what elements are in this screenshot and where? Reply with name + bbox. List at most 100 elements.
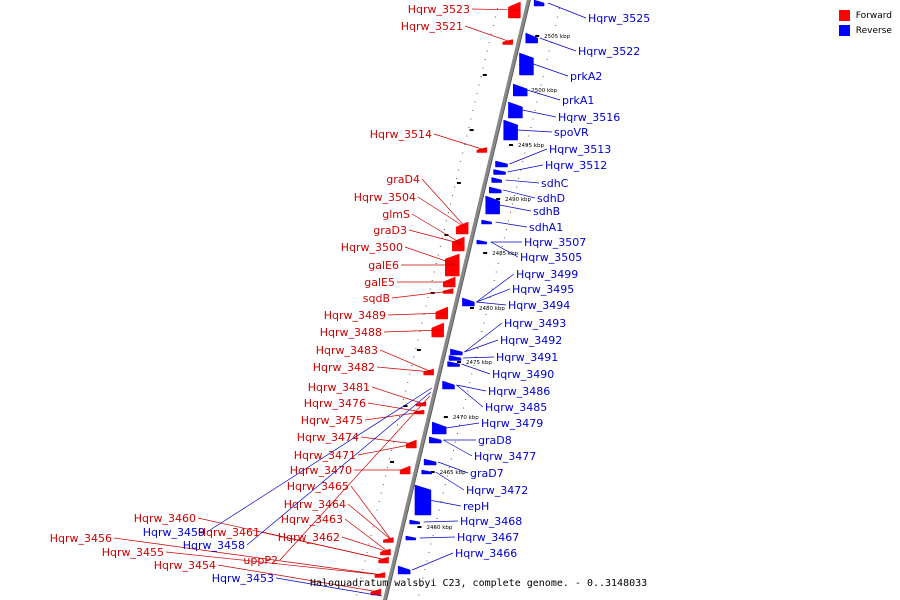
legend-forward-label: Forward [855, 10, 892, 21]
label-leader [476, 288, 511, 303]
guide-dot [489, 297, 491, 298]
gene-label: graD4 [386, 173, 420, 186]
guide-dot [435, 263, 437, 264]
guide-dot [424, 569, 426, 570]
gene-label: spoVR [554, 126, 589, 139]
guide-dot [524, 152, 526, 154]
guide-dot [554, 25, 556, 26]
gene-label: Hqrw_3483 [316, 344, 378, 357]
guide-dot [470, 118, 472, 120]
guide-dot [460, 161, 462, 162]
guide-dot [405, 390, 407, 392]
gene-label: graD7 [470, 467, 504, 480]
label-leader [165, 551, 384, 576]
guide-dot [423, 314, 425, 315]
guide-dot [540, 84, 542, 86]
forward-gene [452, 236, 465, 252]
reverse-gene [489, 186, 502, 194]
guide-dot [382, 484, 384, 485]
guide-dot [494, 16, 496, 18]
tick-label: 2500 kbp [531, 88, 557, 94]
tick-mark [535, 35, 540, 37]
reverse-gene [519, 52, 534, 76]
guide-dot [364, 560, 366, 562]
label-leader [464, 25, 511, 43]
gene-label: Hqrw_3467 [457, 531, 519, 544]
gene-label: prkA1 [562, 94, 594, 107]
tick-mark [430, 471, 435, 473]
gene-label: graD8 [478, 434, 512, 447]
gene-label: Hqrw_3454 [154, 559, 216, 572]
reverse-gene [525, 32, 538, 44]
gene-label: Hqrw_3492 [500, 334, 562, 347]
tick-mark [483, 252, 488, 254]
legend-reverse-label: Reverse [855, 25, 892, 36]
gene-label: Hqrw_3525 [588, 12, 650, 25]
guide-dot [461, 416, 463, 417]
gene-label: sdhB [533, 205, 560, 218]
guide-dot [526, 144, 528, 145]
label-leader [379, 349, 432, 373]
guide-dot [473, 365, 475, 366]
gene-label: Hqrw_3488 [320, 326, 382, 339]
guide-dot [503, 237, 505, 239]
guide-dot [415, 348, 417, 349]
tick-label: 2470 kbp [453, 415, 479, 421]
gene-label: Hqrw_3491 [496, 351, 558, 364]
backbone-line [382, 0, 531, 600]
guide-dot [468, 127, 470, 128]
guide-dot [469, 382, 471, 383]
guide-dot [362, 569, 364, 570]
guide-dot [516, 186, 518, 188]
guide-dot [467, 390, 469, 392]
label-leader [433, 133, 485, 151]
guide-dot [491, 288, 493, 290]
guide-dot [441, 237, 443, 239]
reverse-gene [442, 380, 455, 390]
gene-label: Hqrw_3477 [474, 450, 536, 463]
gene-label: Hqrw_3485 [485, 401, 547, 414]
guide-dot [534, 110, 536, 111]
reverse-gene [533, 0, 545, 7]
guide-dot [428, 552, 430, 553]
tick-mark [403, 405, 408, 407]
guide-dot [444, 484, 446, 485]
label-leader [344, 518, 389, 553]
guide-dot [425, 305, 427, 307]
gene-label: Hqrw_3516 [558, 111, 620, 124]
guide-dot [409, 373, 411, 375]
guide-dot [434, 526, 436, 528]
reverse-swatch [838, 25, 850, 36]
label-leader [505, 179, 540, 184]
label-leader [419, 536, 456, 539]
label-leader [446, 422, 480, 429]
label-leader [371, 386, 425, 405]
guide-dot [370, 535, 372, 536]
label-leader [435, 471, 465, 491]
guide-dot [477, 348, 479, 349]
gene-label: repH [463, 500, 489, 513]
gene-label: Hqrw_3507 [524, 236, 586, 249]
reverse-gene [476, 239, 488, 245]
label-leader [533, 63, 569, 77]
gene-label: Hqrw_3453 [212, 572, 274, 585]
guide-dot [501, 246, 503, 247]
guide-dot [495, 271, 497, 273]
gene-label: Hqrw_3490 [492, 368, 554, 381]
label-leader [347, 503, 392, 541]
guide-dot [454, 441, 456, 443]
gene-label: Hqrw_3463 [281, 513, 343, 526]
gene-label: Hqrw_3521 [401, 20, 463, 33]
guide-dot [450, 203, 452, 205]
guide-dot [492, 25, 494, 26]
guide-dot [421, 322, 423, 324]
guide-dot [487, 305, 489, 307]
guide-dot [448, 467, 450, 468]
gene-label: sdhD [537, 192, 565, 205]
guide-dot [463, 407, 465, 409]
guide-dot [528, 135, 530, 137]
gene-label: Hqrw_3505 [520, 251, 582, 264]
guide-dot [407, 382, 409, 383]
gene-label: Hqrw_3455 [102, 546, 164, 559]
gene-label: uppP2 [243, 554, 278, 567]
